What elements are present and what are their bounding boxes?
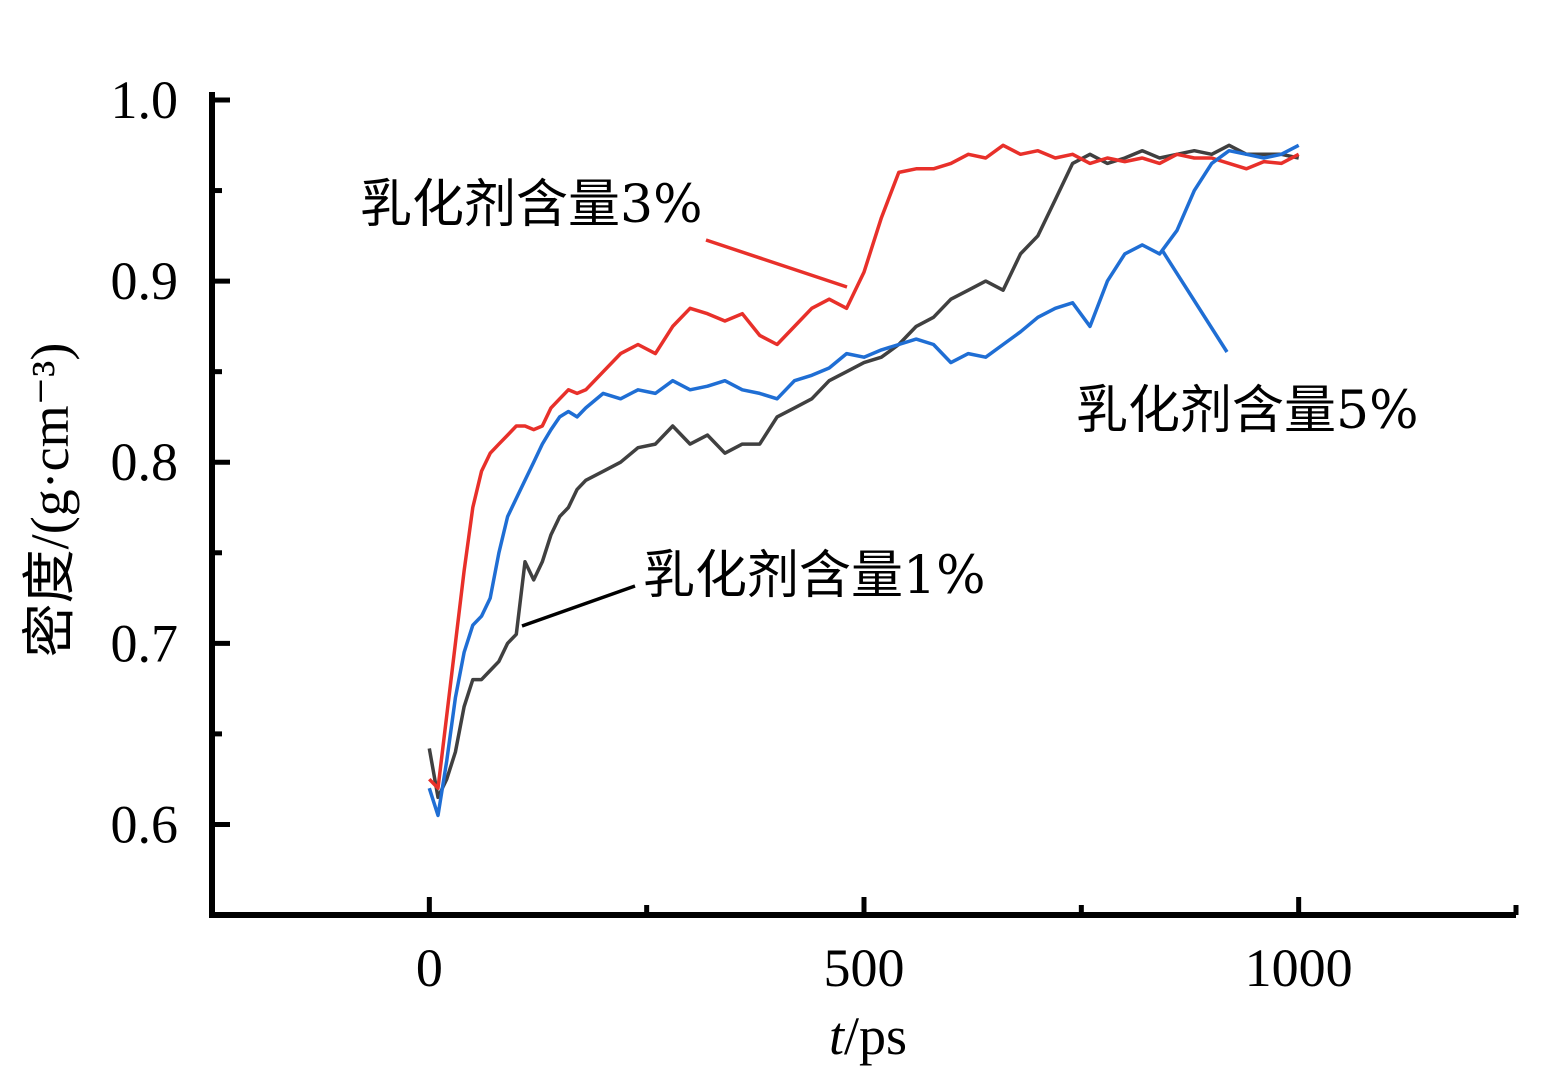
annotation-5pct-label: 乳化剂含量5%: [1076, 381, 1419, 441]
annotation-1pct-leader: [521, 584, 636, 628]
annotation-3pct-leader: [705, 238, 848, 289]
y-tick-label: 1.0: [111, 70, 179, 130]
annotation-1pct-label: 乳化剂含量1%: [643, 546, 986, 606]
y-ticks: 0.6 0.7 0.8 0.9 1.0: [111, 70, 230, 918]
series-line-3: [427, 143, 1300, 818]
x-tick-label: 500: [824, 938, 905, 998]
x-axis-title-italic: t: [829, 1006, 846, 1066]
x-axis-title: t/ps: [829, 1006, 907, 1066]
x-tick-label: 0: [416, 938, 443, 998]
y-tick-label: 0.7: [111, 613, 179, 673]
series-line-2: [428, 143, 1300, 790]
x-tick-label: 1000: [1245, 938, 1353, 998]
x-axis-title-rest: /ps: [844, 1006, 907, 1066]
y-tick-label: 0.6: [111, 794, 179, 854]
annotation-3pct: 乳化剂含量3%: [360, 175, 848, 289]
x-ticks: 0 500 1000: [209, 897, 1519, 998]
annotation-5pct-leader: [1160, 249, 1229, 353]
y-tick-label: 0.8: [111, 432, 179, 492]
series-line-1: [427, 143, 1300, 800]
series-layer: [427, 143, 1300, 818]
annotation-1pct: 乳化剂含量1%: [521, 546, 986, 628]
y-axis-title: 密度/(g·cm⁻³): [20, 343, 80, 658]
annotation-5pct: 乳化剂含量5%: [1076, 249, 1419, 441]
y-tick-label: 0.9: [111, 251, 179, 311]
annotation-3pct-label: 乳化剂含量3%: [360, 175, 703, 235]
